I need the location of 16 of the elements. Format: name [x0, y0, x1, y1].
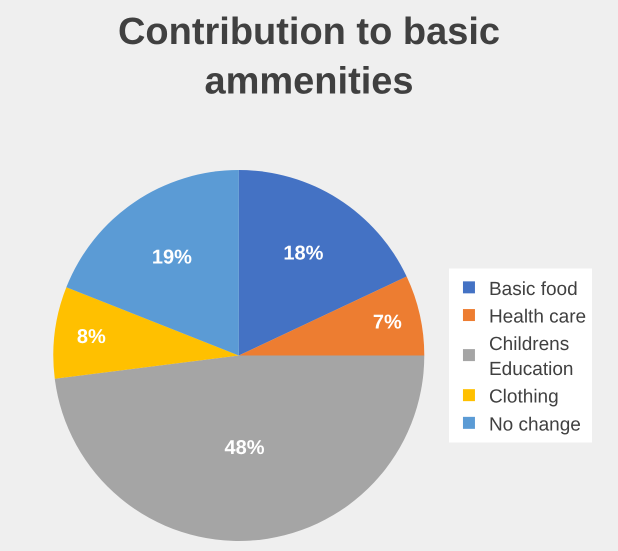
pie-slice — [238, 170, 407, 356]
pie-slice — [238, 276, 424, 356]
data-label: 18% — [283, 242, 324, 265]
pie-slice — [66, 170, 239, 356]
pie-slice — [53, 287, 239, 379]
data-label: 7% — [372, 311, 402, 334]
legend-label: Childrens Education — [488, 334, 574, 380]
legend-label: Clothing — [488, 386, 559, 408]
legend-label: Health care — [488, 306, 586, 328]
legend-label: Basic food — [488, 278, 578, 300]
data-label: 8% — [76, 326, 106, 348]
data-label: 48% — [224, 437, 265, 460]
data-label: 19% — [152, 246, 192, 268]
chart-title: Contribution to basic ammenities — [118, 11, 500, 102]
legend-label: No change — [488, 414, 581, 436]
pie-slice — [54, 356, 424, 541]
